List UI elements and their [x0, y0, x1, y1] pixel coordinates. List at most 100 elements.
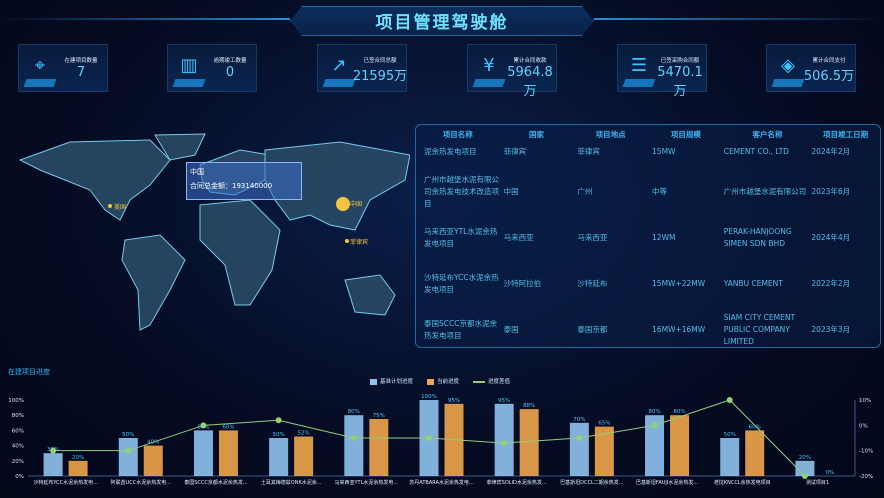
x-tick-label: 巴基斯坦FAUJI水泥余热发...: [636, 479, 699, 486]
project-table[interactable]: 项目名称 国家 项目地点 项目规模 客户名称 项目竣工日期 泥余热发电项目 菲律宾…: [415, 124, 881, 348]
header-line-left: [0, 18, 290, 20]
deviation-point: [50, 447, 57, 454]
bar-current: [143, 445, 163, 476]
kpi-value: 5964.8万: [507, 65, 553, 99]
table-row[interactable]: 沙特延布YCC水泥余热发电项目 沙特阿拉伯 沙特延布 15MW+22MW YANBU C…: [416, 261, 880, 307]
legend-label: 当前进度: [437, 379, 460, 385]
map-label-usa: 美国: [114, 204, 127, 211]
table-cell: SIAM CITY CEMENT PUBLIC COMPANY LIMITED: [723, 313, 796, 346]
chart-legend: 基准计划进度 当前进度 进度差值: [370, 377, 510, 385]
x-tick-label: 土耳其梅德兹ONK水泥余...: [261, 479, 322, 486]
y-right-tick: 0%: [859, 423, 868, 429]
map-label-philippines: 菲律宾: [350, 239, 369, 246]
col-location[interactable]: 项目地点: [595, 129, 626, 139]
bar-current: [294, 436, 314, 476]
col-country[interactable]: 国家: [528, 129, 544, 139]
kpi-card-purchase[interactable]: ☰ 已签采购合同额 5470.1万: [617, 44, 707, 99]
x-tick-label: 沙特延布YCC水泥余热发电...: [33, 479, 98, 486]
title-frame: [290, 6, 594, 36]
table-cell: 广州: [577, 187, 593, 196]
col-customer[interactable]: 客户名称: [752, 129, 783, 139]
bar-data-label: 88%: [523, 403, 535, 409]
progress-chart: 0%20%40%60%80%100%-20%-10%0%10%30%20%沙特延…: [8, 394, 873, 486]
table-cell: 2023年3月: [811, 325, 851, 334]
tooltip-country: 中国: [190, 168, 204, 176]
table-cell: 2024年2月: [811, 147, 851, 156]
legend-swatch: [427, 378, 435, 385]
bar-current: [594, 426, 614, 476]
legend-item[interactable]: 基准计划进度: [370, 377, 413, 385]
usa-marker[interactable]: [108, 204, 112, 208]
bar-data-label: 50%: [122, 432, 134, 438]
table-cell: 2022年2月: [811, 279, 851, 288]
bar-baseline: [344, 415, 364, 476]
deviation-point: [501, 440, 508, 447]
kpi-label: 逾期竣工数量: [213, 58, 247, 64]
kpi-card-overdue[interactable]: ▥ 逾期竣工数量 0: [167, 44, 257, 92]
kpi-label: 已签采购合同额: [660, 58, 700, 64]
x-tick-label: 菲律宾SOLID水泥余热发...: [487, 479, 547, 486]
table-cell: 12WM: [652, 233, 676, 242]
table-cell: 马来西亚: [503, 233, 534, 242]
kpi-card-receipts[interactable]: ¥ 累计合同收款 5964.8万: [467, 44, 557, 99]
kpi-value: 21595万: [352, 69, 408, 84]
x-tick-label: 巴基斯坦DCCL二期余热发...: [560, 479, 624, 486]
kpi-label: 已签合同总额: [363, 58, 397, 64]
deviation-point: [426, 435, 432, 441]
bar-baseline: [645, 415, 665, 476]
kpi-card-contract-total[interactable]: ↗ 已签合同总额 21595万: [317, 44, 407, 92]
bar-data-label: 75%: [373, 413, 385, 419]
table-cell: 沙特延布YCC水泥余热发电项目: [424, 273, 499, 294]
bar-current: [745, 430, 765, 476]
kpi-label: 在建项目数量: [64, 58, 98, 64]
x-tick-label: 阿联酋UCC水泥余热发电...: [111, 479, 172, 486]
table-body[interactable]: 泥余热发电项目 菲律宾 菲律宾 15MW CEMENT CO., LTD 2024年2月广…: [416, 145, 880, 347]
kpi-card-projects[interactable]: ⌖ 在建项目数量 7: [18, 44, 108, 92]
bar-baseline: [193, 430, 213, 476]
x-tick-label: 苏丹ATBARA水泥余热发电...: [409, 479, 474, 486]
australia: [344, 274, 396, 316]
bar-data-label: 70%: [573, 417, 585, 423]
location-pin-icon: ⌖: [27, 55, 53, 85]
bar-data-label: 20%: [799, 455, 811, 461]
deviation-point: [726, 397, 733, 403]
table-cell: 泰国SCCC京都水泥余热发电项目: [424, 319, 497, 340]
col-project-name[interactable]: 项目名称: [442, 129, 473, 139]
bar-baseline: [569, 422, 589, 476]
kpi-label: 累计合同收款: [513, 58, 547, 64]
china-marker[interactable]: [336, 197, 350, 211]
legend-item[interactable]: 当前进度: [427, 377, 459, 385]
coin-stack-icon: ☰: [626, 55, 652, 85]
col-scale[interactable]: 项目规模: [670, 129, 701, 139]
x-tick-label: 老挝KNCCL余热发电项目: [714, 479, 771, 486]
philippines-marker[interactable]: [345, 239, 349, 243]
table-cell: 广州市越堡水泥有限公司余热发电技术改造项目: [424, 175, 499, 208]
table-row[interactable]: 泥余热发电项目 菲律宾 菲律宾 15MW CEMENT CO., LTD 2024年2月: [416, 145, 880, 169]
legend-item[interactable]: 进度差值: [473, 377, 510, 385]
bar-data-label: 60%: [222, 424, 234, 430]
table-cell: PERAK-HANJOONG SIMEN SDN BHD: [723, 227, 792, 248]
table-cell: 中国: [503, 187, 519, 196]
table-row[interactable]: 泰国SCCC京都水泥余热发电项目 泰国 泰国京都 16MW+16MW SIAM CITY…: [416, 307, 880, 347]
table-cell: 沙特延布: [577, 279, 608, 288]
table-cell: 泥余热发电项目: [424, 147, 477, 156]
table-cell: 2024年4月: [811, 233, 851, 242]
y-left-tick: 40%: [12, 444, 24, 450]
table-row[interactable]: 马来西亚YTL水泥余热发电项目 马来西亚 马来西亚 12WM PERAK-HANJOON…: [416, 215, 880, 261]
bar-baseline: [795, 460, 815, 476]
bar-data-label: 80%: [673, 409, 685, 415]
table-cell: 泰国京都: [577, 325, 608, 334]
bar-current: [369, 419, 389, 476]
col-completion-date[interactable]: 项目竣工日期: [823, 129, 869, 139]
y-right-tick: 10%: [859, 398, 871, 404]
x-tick-label: 马来西亚YTL水泥余热发电...: [334, 479, 398, 486]
table-cell: 泰国: [503, 325, 519, 334]
kpi-card-payments[interactable]: ◈ 累计合同支付 506.5万: [766, 44, 856, 92]
legend-swatch: [370, 378, 377, 385]
table-row[interactable]: 广州市越堡水泥有限公司余热发电技术改造项目 中国 广州 中等 广州市越堡水泥有限公司 20…: [416, 169, 880, 215]
section-title: 在建项目进度: [8, 368, 50, 376]
bar-baseline: [269, 438, 289, 476]
table-cell: 沙特阿拉伯: [503, 279, 542, 288]
bar-data-label: 50%: [724, 432, 736, 438]
map-tooltip: 中国 合同总金额：193140000: [186, 162, 302, 200]
